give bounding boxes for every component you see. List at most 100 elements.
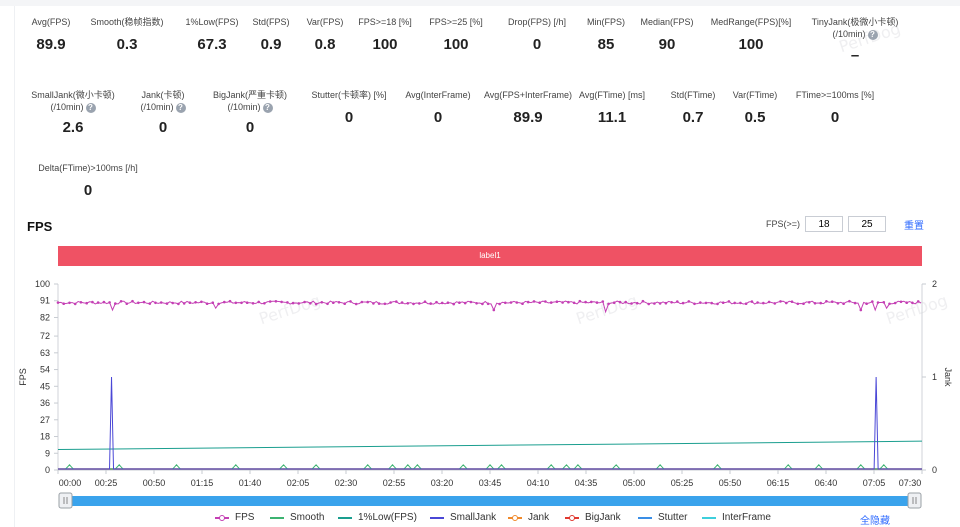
- fps-point: [876, 301, 880, 304]
- stat-label-unit: (/10min)?: [180, 101, 320, 113]
- stat-item: FPS>=18 [%] 100: [315, 16, 455, 54]
- fps-point: [194, 301, 197, 304]
- y-tick-label: 45: [40, 381, 50, 391]
- legend-item[interactable]: BigJank: [565, 512, 621, 523]
- legend-item[interactable]: SmallJank: [430, 512, 496, 523]
- fps-point: [73, 302, 77, 306]
- fps-point: [882, 301, 886, 304]
- fps-point: [687, 300, 691, 303]
- fps-point: [555, 300, 559, 304]
- stat-label: FPS>=18 [%]: [358, 17, 412, 27]
- fps-point: [785, 301, 788, 305]
- fps-point: [848, 299, 851, 303]
- stat-label: Drop(FPS) [/h]: [507, 17, 566, 27]
- fps-point: [131, 299, 134, 303]
- fps-point: [664, 301, 668, 305]
- fps-point: [670, 301, 673, 304]
- fps-point: [286, 301, 289, 304]
- series-line-1pct-low: [57, 440, 923, 451]
- fps-point: [762, 301, 765, 305]
- stat-label: Std(FPS): [252, 17, 290, 27]
- fps-point: [469, 300, 473, 304]
- fps-threshold-1-input[interactable]: [805, 216, 843, 232]
- fps-point: [360, 300, 364, 304]
- fps-point: [888, 302, 891, 306]
- fps-point: [314, 302, 318, 306]
- fps-point: [572, 301, 576, 305]
- stat-value: 0: [245, 119, 255, 136]
- fps-point: [291, 301, 295, 305]
- help-icon[interactable]: ?: [85, 102, 96, 113]
- stat-value: 0.5: [744, 109, 766, 126]
- legend-swatch: [702, 516, 716, 519]
- stat-value: 2.6: [62, 119, 84, 136]
- legend-item[interactable]: Smooth: [270, 512, 324, 523]
- stat-value: 0: [532, 36, 542, 53]
- stat-item: Median(FPS) 90: [597, 16, 737, 54]
- x-tick-label: 05:00: [623, 478, 646, 488]
- fps-point: [802, 302, 805, 306]
- stat-value: 0: [83, 182, 93, 199]
- reset-button[interactable]: 重置: [904, 220, 924, 232]
- fps-point: [137, 301, 140, 305]
- fps-point: [309, 302, 312, 305]
- legend-item[interactable]: FPS: [215, 512, 254, 523]
- fps-point: [159, 301, 163, 304]
- legend-label: SmallJank: [450, 512, 497, 523]
- zoom-handle-right[interactable]: [907, 492, 922, 509]
- x-tick-label: 02:30: [335, 478, 358, 488]
- fps-point: [567, 300, 570, 304]
- stat-value: 0.8: [314, 36, 336, 53]
- fps-point: [538, 301, 541, 305]
- legend-item[interactable]: Stutter: [638, 512, 687, 523]
- stat-item: Avg(InterFrame) 0: [368, 89, 508, 127]
- fps-point: [79, 301, 83, 304]
- left-border: [14, 6, 15, 527]
- fps-point: [240, 301, 243, 305]
- legend-label: InterFrame: [722, 512, 771, 523]
- fps-point: [704, 301, 708, 305]
- fps-point: [699, 301, 702, 304]
- y2-tick-label: 2: [932, 279, 937, 289]
- help-icon[interactable]: ?: [262, 102, 273, 113]
- stat-item: FPS>=25 [%] 100: [386, 16, 526, 54]
- help-icon[interactable]: ?: [175, 102, 186, 113]
- stat-value: 67.3: [197, 36, 227, 53]
- y-tick-label: 18: [40, 432, 50, 442]
- fps-threshold-controls: FPS(>=) 重置: [766, 216, 924, 232]
- y2-tick-label: 0: [932, 465, 937, 475]
- y2-axis-title: Jank: [943, 367, 953, 387]
- legend-label: Stutter: [658, 512, 688, 523]
- label-band[interactable]: label1: [58, 246, 922, 266]
- stat-item: Std(FPS) 0.9: [201, 16, 341, 54]
- legend-item[interactable]: 1%Low(FPS): [338, 512, 417, 523]
- series-line-smooth: [58, 464, 922, 470]
- zoom-slider-track[interactable]: [64, 496, 916, 506]
- fps-point: [630, 302, 633, 305]
- fps-point: [532, 300, 536, 303]
- fps-point: [716, 302, 719, 306]
- chart-title: FPS: [27, 219, 53, 234]
- fps-point: [578, 299, 582, 303]
- fps-threshold-2-input[interactable]: [848, 216, 886, 232]
- fps-point: [303, 300, 306, 304]
- legend-item[interactable]: Jank: [508, 512, 549, 523]
- stat-item: Delta(FTime)>100ms [/h] 0: [18, 162, 158, 200]
- fps-point: [819, 301, 822, 305]
- fps-point: [326, 302, 329, 306]
- fps-point: [372, 302, 375, 305]
- stat-value: 100: [372, 36, 398, 53]
- hide-all-button[interactable]: 全隐藏: [860, 516, 890, 527]
- stat-label: BigJank(严重卡顿): [212, 90, 287, 100]
- help-icon[interactable]: ?: [867, 29, 878, 40]
- fps-point: [418, 302, 421, 305]
- stat-item: SmallJank(微小卡顿) (/10min)? 2.6: [3, 89, 143, 137]
- zoom-handle-left[interactable]: [58, 492, 73, 509]
- legend-swatch: [430, 516, 444, 519]
- stat-item: Var(FPS) 0.8: [255, 16, 395, 54]
- fps-point: [337, 301, 341, 304]
- legend-item[interactable]: InterFrame: [702, 512, 771, 523]
- stat-item: Min(FPS) 85: [536, 16, 676, 54]
- fps-point: [154, 301, 157, 305]
- fps-point: [641, 299, 645, 303]
